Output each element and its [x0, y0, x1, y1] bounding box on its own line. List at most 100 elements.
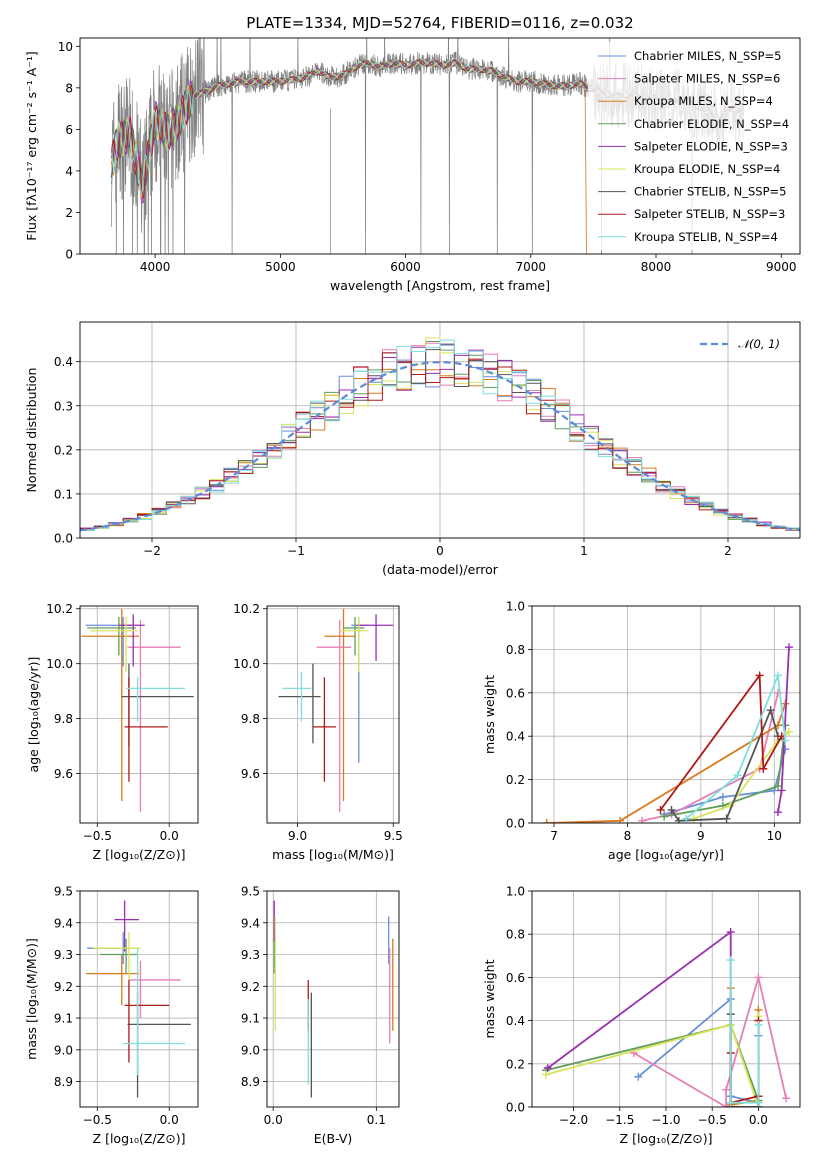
x-tick-label: −2 — [143, 544, 161, 558]
mass-weight-point — [638, 816, 647, 823]
residual-histogram — [80, 342, 800, 530]
y-tick-label: 9.4 — [54, 916, 73, 930]
y-tick-label: 0.4 — [506, 1014, 525, 1028]
y-tick-label: 9.3 — [54, 948, 73, 962]
y-tick-label: 0.1 — [54, 487, 73, 501]
mass-weight-point — [784, 643, 793, 652]
plot-area — [542, 643, 793, 823]
legend: 𝒩(0, 1) — [700, 337, 780, 351]
y-tick-label: 9.2 — [241, 980, 260, 994]
mass-weight-point — [634, 1072, 643, 1081]
y-tick-label: 0.3 — [54, 399, 73, 413]
mass-weight-point — [773, 808, 782, 817]
x-tick-label: 0.0 — [264, 1113, 283, 1127]
x-tick-label: 2 — [724, 544, 732, 558]
residual-histogram — [80, 339, 800, 531]
mass-weight-point — [759, 764, 768, 773]
y-tick-label: 9.8 — [241, 712, 260, 726]
x-axis-label: age [log₁₀(age/yr)] — [608, 847, 724, 862]
mass-weight-point — [682, 814, 691, 823]
panel-6: −0.5 0.0 8.9 9.0 9.1 9.2 9.3 9.4 9.5 Z [log₁₀(Z/Z… — [24, 885, 199, 1146]
y-tick-label: 9.4 — [241, 916, 260, 930]
x-axis-label: mass [log₁₀(M/M⊙)] — [272, 847, 394, 862]
y-tick-label: 4 — [65, 164, 73, 178]
y-tick-label: 9.3 — [241, 948, 260, 962]
mass-weight-point — [656, 805, 665, 814]
x-axis-label: Z [log₁₀(Z/Z⊙)] — [93, 1131, 186, 1146]
y-tick-label: 9.6 — [54, 767, 73, 781]
panel-2: −2 −1 0 1 2 0.0 0.1 0.2 0.3 0.4 (data-model)/error… — [24, 321, 801, 577]
mass-weight-point — [726, 956, 735, 965]
legend-label: Salpeter MILES, N_SSP=6 — [634, 72, 780, 86]
axes-frame — [79, 37, 801, 255]
y-tick-label: 0.6 — [506, 686, 525, 700]
x-tick-label: 5000 — [265, 260, 296, 274]
plot-area — [80, 337, 800, 532]
y-tick-label: 6 — [65, 123, 73, 137]
x-tick-label: 4000 — [140, 260, 171, 274]
x-tick-label: 9000 — [766, 260, 797, 274]
legend-label: Chabrier ELODIE, N_SSP=4 — [634, 117, 789, 131]
plot-area — [278, 608, 394, 813]
y-tick-label: 0.4 — [506, 730, 525, 744]
x-axis-label: Z [log₁₀(Z/Z⊙)] — [620, 1131, 713, 1146]
y-tick-label: 0.0 — [54, 532, 73, 546]
mass-weight-point — [781, 736, 790, 745]
y-tick-label: 0.0 — [506, 817, 525, 831]
mass-weight-point — [773, 782, 782, 791]
mass-weight-line — [664, 725, 787, 818]
x-tick-label: 8000 — [641, 260, 672, 274]
plot-area — [541, 928, 791, 1107]
x-tick-label: 1 — [580, 544, 588, 558]
y-tick-label: 1.0 — [506, 600, 525, 614]
mass-weight-point — [543, 1064, 552, 1073]
y-tick-label: 9.8 — [54, 712, 73, 726]
mass-weight-point — [722, 814, 731, 823]
x-tick-label: −0.5 — [83, 829, 112, 843]
mass-weight-point — [755, 671, 764, 680]
x-tick-label: 9.5 — [384, 829, 403, 843]
y-tick-label: 9.6 — [241, 767, 260, 781]
mass-weight-point — [674, 816, 683, 823]
x-tick-label: −0.5 — [698, 1113, 727, 1127]
y-tick-label: 0.2 — [506, 1057, 525, 1071]
y-tick-label: 0.2 — [54, 443, 73, 457]
y-tick-label: 0.6 — [506, 971, 525, 985]
mass-weight-point — [722, 1085, 731, 1094]
x-tick-label: 8 — [624, 829, 632, 843]
axes-frame — [531, 890, 801, 1108]
axes-frame — [79, 890, 199, 1108]
mass-weight-point — [667, 805, 676, 814]
mass-weight-point — [733, 771, 742, 780]
y-tick-label: 9.0 — [241, 1043, 260, 1057]
panel-1: 4000 5000 6000 7000 8000 9000 0 2 4 6 8 10 wavelengt… — [24, 14, 801, 293]
legend-label: Salpeter ELODIE, N_SSP=3 — [634, 139, 788, 153]
x-tick-label: 0 — [436, 544, 444, 558]
y-tick-label: 10.0 — [233, 657, 260, 671]
mass-weight-point — [784, 727, 793, 736]
legend: Chabrier MILES, N_SSP=5 Salpeter MILES, N… — [588, 42, 796, 250]
normal-reference-curve — [80, 360, 800, 532]
x-tick-label: 0.1 — [367, 1113, 386, 1127]
plot-area — [85, 900, 191, 1098]
x-axis-label: Z [log₁₀(Z/Z⊙)] — [93, 847, 186, 862]
y-tick-label: 9.5 — [54, 885, 73, 899]
mass-weight-line — [547, 930, 732, 1107]
chart-title: PLATE=1334, MJD=52764, FIBERID=0116, z=0… — [246, 14, 633, 32]
panel-7: 0.0 0.1 8.9 9.0 9.1 9.2 9.3 9.4 9.5 E(B-V) — [241, 885, 400, 1146]
y-axis-label: mass weight — [482, 675, 497, 754]
y-tick-label: 8.9 — [241, 1075, 260, 1089]
x-tick-label: 0.0 — [749, 1113, 768, 1127]
panel-3: −0.5 0.0 9.6 9.8 10.0 10.2 Z [log₁₀(Z/Z⊙)] age … — [26, 602, 199, 862]
y-axis-label: Flux [fλ10⁻¹⁷ erg cm⁻² s⁻¹ A⁻¹] — [24, 51, 39, 240]
y-tick-label: 10.2 — [233, 602, 260, 616]
x-axis-label: E(B-V) — [314, 1131, 353, 1146]
mass-weight-point — [541, 1070, 550, 1079]
y-tick-label: 10.0 — [46, 657, 73, 671]
y-axis-label: mass [log₁₀(M/M⊙)] — [24, 938, 39, 1060]
mass-weight-line — [729, 960, 760, 1104]
legend-label: Kroupa MILES, N_SSP=4 — [634, 94, 773, 108]
panel-5: 7 8 9 10 0.0 0.2 0.4 0.6 0.8 1.0 age [log₁₀(age/yr… — [482, 600, 801, 862]
y-tick-label: 0.2 — [506, 773, 525, 787]
x-tick-label: 6000 — [390, 260, 421, 274]
